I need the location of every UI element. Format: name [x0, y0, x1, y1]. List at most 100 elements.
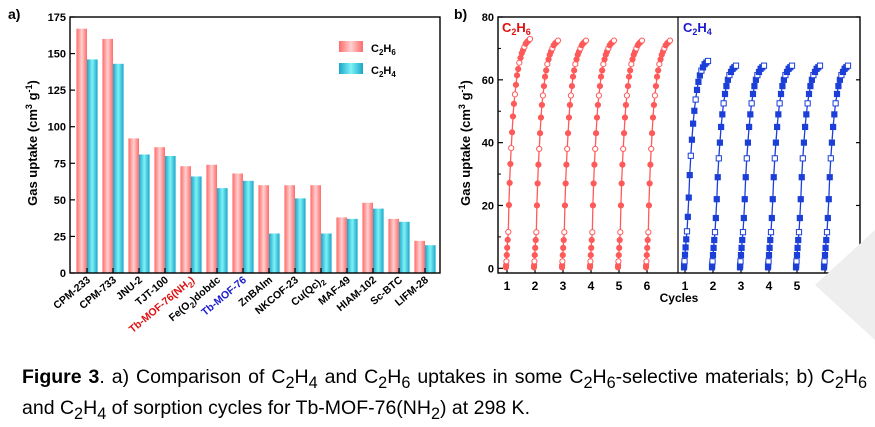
x-tick-label: 2 [532, 279, 539, 293]
c2h6-point [564, 130, 572, 137]
c2h4-point [739, 229, 747, 236]
c2h6-point [615, 251, 622, 259]
c2h4-point [798, 174, 805, 181]
bar-c2h4 [425, 245, 436, 273]
bar-c2h6 [414, 240, 425, 273]
c2h6-point [540, 83, 548, 90]
c2h4-point [748, 100, 755, 107]
c2h6-point [625, 73, 633, 80]
bar-c2h6 [180, 166, 191, 273]
panel-b-label: b) [454, 6, 467, 22]
c2h4-point [765, 251, 773, 259]
c2h4-point [737, 251, 745, 259]
x-tick-label: 5 [616, 279, 623, 293]
c2h4-point [692, 96, 699, 103]
c2h6-point [648, 145, 655, 153]
c2h4-point [771, 155, 778, 162]
bar-c2h6 [128, 138, 139, 273]
c2h6-point [531, 251, 538, 259]
c2h4-point [760, 62, 768, 69]
c2h6-point [589, 229, 596, 236]
c2h4-point [686, 171, 693, 179]
c2h6-point [593, 114, 601, 121]
c2h6-point [504, 244, 511, 251]
c2h4-point [772, 139, 780, 146]
panel-b-series [502, 35, 852, 271]
c2h4-point [788, 62, 796, 69]
y-tick-label: 125 [48, 85, 66, 97]
c2h6-point [538, 101, 546, 109]
c2h6-point [588, 244, 595, 251]
c2h4-point [709, 251, 717, 259]
c2h4-point [777, 90, 785, 98]
c2h6-point [507, 160, 514, 168]
c2h6-point [504, 236, 511, 243]
c2h6-point [505, 228, 512, 236]
panel-b-label-c2h6: C2H6 [502, 20, 531, 37]
c2h4-point [695, 78, 702, 85]
c2h4-point [704, 57, 712, 65]
c2h6-point [536, 145, 543, 153]
panel-a-x-labels: CPM-233CPM-733JNU-2TJT-100Tb-MOF-76(NH2)… [51, 274, 431, 336]
c2h4-point [795, 229, 803, 236]
c2h4-point [741, 196, 748, 203]
y-tick-label: 80 [482, 12, 494, 24]
c2h4-point [688, 136, 696, 143]
c2h6-point [539, 92, 547, 99]
c2h4-point [805, 90, 813, 98]
c2h4-point [683, 228, 691, 235]
c2h6-point [638, 37, 646, 44]
c2h6-point [508, 129, 516, 136]
bar-c2h4 [139, 154, 150, 273]
c2h6-point [592, 130, 600, 137]
c2h4-point [737, 258, 744, 265]
c2h4-point [732, 62, 740, 69]
c2h6-point [651, 92, 659, 99]
c2h4-point [714, 174, 721, 181]
c2h4-point [835, 83, 842, 90]
c2h4-point [804, 100, 811, 107]
bar-c2h4 [165, 155, 176, 273]
c2h4-point [709, 258, 716, 265]
c2h4-point [744, 139, 752, 146]
x-tick-label: 6 [644, 279, 651, 293]
c2h6-point [652, 83, 660, 90]
c2h4-point [768, 214, 775, 222]
c2h4-point [685, 194, 692, 201]
c2h4-point [751, 83, 758, 90]
panel-b-x-label: Cycles [660, 291, 699, 305]
c2h4-point [682, 244, 689, 251]
c2h6-point [643, 251, 650, 259]
panel-a-legend: C2H6 C2H4 [339, 41, 396, 79]
c2h6-point [623, 92, 631, 99]
bar-c2h6 [336, 217, 347, 273]
c2h6-point [543, 67, 550, 74]
y-tick-label: 0 [60, 268, 66, 280]
c2h6-point [649, 114, 657, 121]
c2h6-point [647, 161, 654, 168]
c2h6-point [515, 65, 522, 73]
c2h6-point [620, 145, 627, 153]
y-tick-label: 75 [54, 158, 66, 170]
c2h6-point [650, 101, 658, 109]
c2h6-point [619, 161, 626, 168]
c2h4-point [689, 120, 697, 127]
c2h6-point [624, 83, 632, 90]
c2h4-point [769, 196, 776, 203]
c2h6-point [617, 229, 624, 236]
c2h6-point [627, 67, 634, 74]
c2h6-point [564, 145, 571, 153]
legend-label-c2h4: C2H4 [371, 65, 396, 79]
c2h4-point [742, 174, 749, 181]
c2h6-point [532, 244, 539, 251]
bar-c2h4 [269, 233, 280, 273]
c2h4-point [765, 258, 772, 265]
c2h4-point [770, 174, 777, 181]
c2h4-point [683, 236, 690, 243]
x-tick-label: 1 [504, 279, 511, 293]
c2h6-point [561, 202, 569, 209]
bar-c2h4 [217, 188, 228, 273]
bar-c2h6 [76, 28, 87, 274]
